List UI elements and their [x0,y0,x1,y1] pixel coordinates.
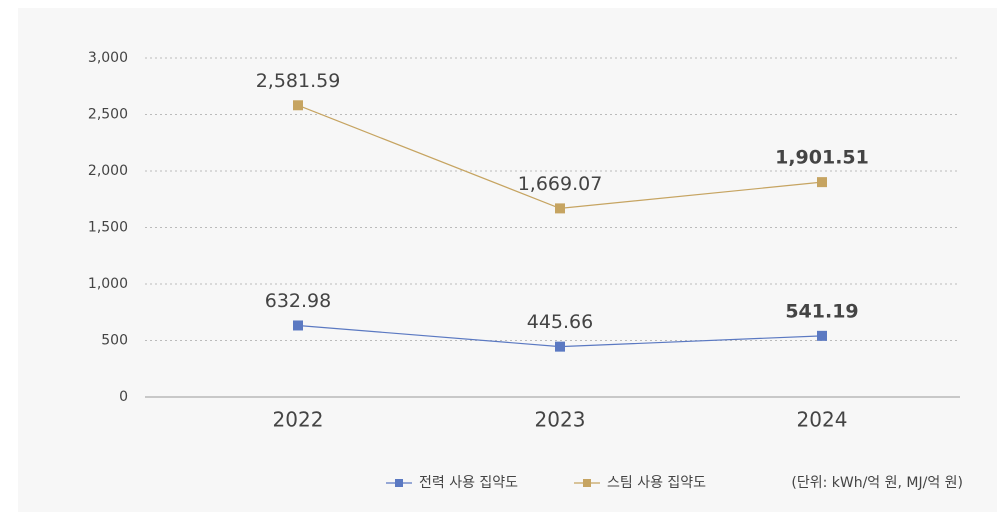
unit-note: (단위: kWh/억 원, MJ/억 원) [791,475,963,491]
data-label: 632.98 [265,290,331,312]
y-tick-label: 500 [101,333,128,349]
legend-marker [583,479,591,487]
point-marker [817,177,827,188]
legend-label: 전력 사용 집약도 [419,475,518,491]
data-label: 541.19 [785,300,858,322]
x-tick-label: 2024 [797,408,848,432]
data-label: 445.66 [527,311,593,333]
y-tick-label: 2,000 [88,163,128,179]
data-label: 2,581.59 [256,70,341,92]
y-tick-label: 0 [119,389,128,405]
data-label: 1,901.51 [775,147,869,169]
point-marker [293,320,303,331]
y-tick-label: 3,000 [88,50,128,66]
point-marker [293,100,303,111]
y-tick-label: 2,500 [88,107,128,123]
point-marker [817,330,827,341]
x-tick-label: 2023 [535,408,586,432]
chart-background [18,8,997,512]
point-marker [555,203,565,214]
x-tick-label: 2022 [273,408,324,432]
y-tick-label: 1,000 [88,276,128,292]
legend-label: 스팀 사용 집약도 [607,475,706,491]
y-tick-label: 1,500 [88,220,128,236]
legend-marker [395,479,403,487]
data-label: 1,669.07 [518,173,603,195]
point-marker [555,341,565,352]
